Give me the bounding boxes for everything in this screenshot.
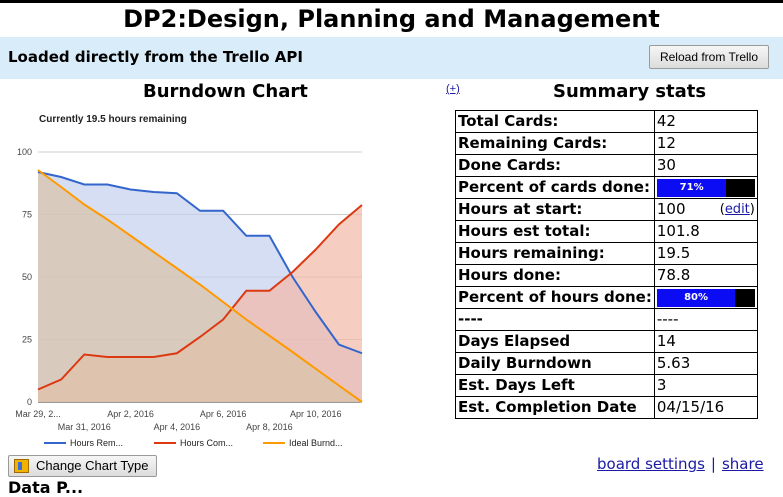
y-tick-label: 25 [22,335,32,345]
stats-value: 3 [653,374,758,397]
stats-value: 42 [653,110,758,133]
stats-row: Remaining Cards: 12 [455,132,758,155]
series-line-2 [37,169,363,403]
stats-value: 14 [653,330,758,353]
stats-value: 19.5 [653,242,758,265]
stats-key: Remaining Cards: [455,132,655,155]
stats-value-text: 12 [656,134,676,152]
stats-value-text: 78.8 [656,266,691,284]
stats-value: 78.8 [653,264,758,287]
progress-bar: 80% [656,289,755,307]
x-tick-label: Mar 29, 2... [15,409,61,419]
stats-row: Est. Days Left 3 [455,374,758,397]
stats-value-text: 42 [656,112,676,130]
stats-row: Hours at start: 100 (edit) [455,198,758,221]
y-tick-label: 50 [22,272,32,282]
reload-button[interactable]: Reload from Trello [649,45,769,69]
stats-key: Hours done: [455,264,655,287]
stats-key: ---- [455,308,655,331]
stats-value-text: 5.63 [656,354,691,372]
stats-key: Est. Days Left [455,374,655,397]
stats-value: 12 [653,132,758,155]
x-tick-label: Apr 2, 2016 [107,409,154,419]
stats-key: Hours at start: [455,198,655,221]
stats-value-text: 30 [656,156,676,174]
progress-label: 71% [679,182,704,193]
expand-link[interactable]: (+) [446,83,460,95]
page-title: DP2:Design, Planning and Management [123,5,660,33]
x-tick-label: Apr 8, 2016 [246,422,293,432]
series-line-1 [37,204,363,391]
x-tick-label: Apr 4, 2016 [154,422,201,432]
stats-row: Percent of cards done: 71% [455,176,758,199]
progress-fill [656,289,736,307]
y-tick-label: 100 [17,147,32,157]
stats-value: 30 [653,154,758,177]
stats-value: 5.63 [653,352,758,375]
link-separator: | [710,455,716,473]
stats-row: ---- ---- [455,308,758,331]
progress-label: 80% [684,292,709,303]
stats-value-text: ---- [656,310,679,328]
data-section-heading: Data P... [8,478,84,497]
stats-key: Percent of cards done: [455,176,655,199]
stats-key: Daily Burndown [455,352,655,375]
stats-value: 80% [653,286,758,309]
board-settings-link[interactable]: board settings [597,455,705,473]
stats-key: Est. Completion Date [455,396,655,419]
stats-key: Hours est total: [455,220,655,243]
stats-key: Percent of hours done: [455,286,655,309]
stats-value: 100 (edit) [653,198,758,221]
stats-row: Hours est total: 101.8 [455,220,758,243]
stats-row: Percent of hours done: 80% [455,286,758,309]
stats-value-text: 101.8 [656,222,700,240]
x-tick-label: Apr 6, 2016 [200,409,247,419]
stats-row: Done Cards: 30 [455,154,758,177]
x-tick-label: Apr 10, 2016 [290,409,342,419]
series-line-0 [37,171,363,355]
banner-text: Loaded directly from the Trello API [8,48,303,66]
stats-row: Est. Completion Date 04/15/16 [455,396,758,419]
progress-fill [656,179,727,197]
edit-hours-wrapper: (edit) [719,202,755,217]
y-tick-label: 0 [27,397,32,407]
burndown-title: Burndown Chart [143,81,308,102]
stats-value: ---- [653,308,758,331]
burndown-chart: 0 25 50 75 100 Currently 19.5 hours remaining… [0,104,380,454]
footer-links: board settings | share [597,455,764,473]
stats-row: Days Elapsed 14 [455,330,758,353]
share-link[interactable]: share [721,455,764,473]
progress-bar: 71% [656,179,755,197]
legend-label: Hours Com... [180,438,233,448]
stats-key: Hours remaining: [455,242,655,265]
stats-value-text: 14 [656,332,676,350]
stats-value: 101.8 [653,220,758,243]
stats-value-text: 04/15/16 [656,398,725,416]
summary-title: Summary stats [553,81,707,102]
top-border [0,0,783,3]
stats-value-text: 100 [656,200,686,218]
chart-title: Currently 19.5 hours remaining [39,114,187,125]
stats-row: Hours done: 78.8 [455,264,758,287]
stats-key: Total Cards: [455,110,655,133]
stats-key: Done Cards: [455,154,655,177]
chart-icon [14,459,29,473]
status-banner: Loaded directly from the Trello API Relo… [0,37,783,79]
stats-row: Daily Burndown 5.63 [455,352,758,375]
stats-row: Total Cards: 42 [455,110,758,133]
change-chart-type-button[interactable]: Change Chart Type [8,455,157,477]
stats-row: Hours remaining: 19.5 [455,242,758,265]
stats-value: 04/15/16 [653,396,758,419]
legend-label: Hours Rem... [70,438,123,448]
x-tick-label: Mar 31, 2016 [58,422,111,432]
summary-stats-table: Total Cards: 42 Remaining Cards: 12 Done Car… [455,110,758,419]
change-chart-type-label: Change Chart Type [36,458,149,473]
stats-key: Days Elapsed [455,330,655,353]
edit-hours-link[interactable]: edit [724,202,750,217]
legend-label: Ideal Burnd... [289,438,343,448]
stats-value: 71% [653,176,758,199]
stats-value-text: 19.5 [656,244,691,262]
y-tick-label: 75 [22,210,32,220]
stats-value-text: 3 [656,376,667,394]
